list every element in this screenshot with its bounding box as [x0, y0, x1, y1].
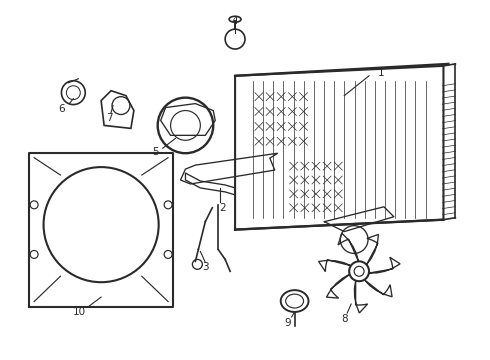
Text: 4: 4 — [232, 16, 239, 26]
Text: 5: 5 — [152, 147, 159, 157]
Text: 3: 3 — [202, 262, 209, 272]
Text: 7: 7 — [106, 113, 112, 123]
Text: 10: 10 — [73, 307, 86, 317]
Text: 9: 9 — [284, 318, 291, 328]
Text: 8: 8 — [341, 314, 347, 324]
Text: 2: 2 — [219, 203, 225, 213]
Text: 1: 1 — [378, 68, 384, 78]
Text: 6: 6 — [58, 104, 65, 113]
